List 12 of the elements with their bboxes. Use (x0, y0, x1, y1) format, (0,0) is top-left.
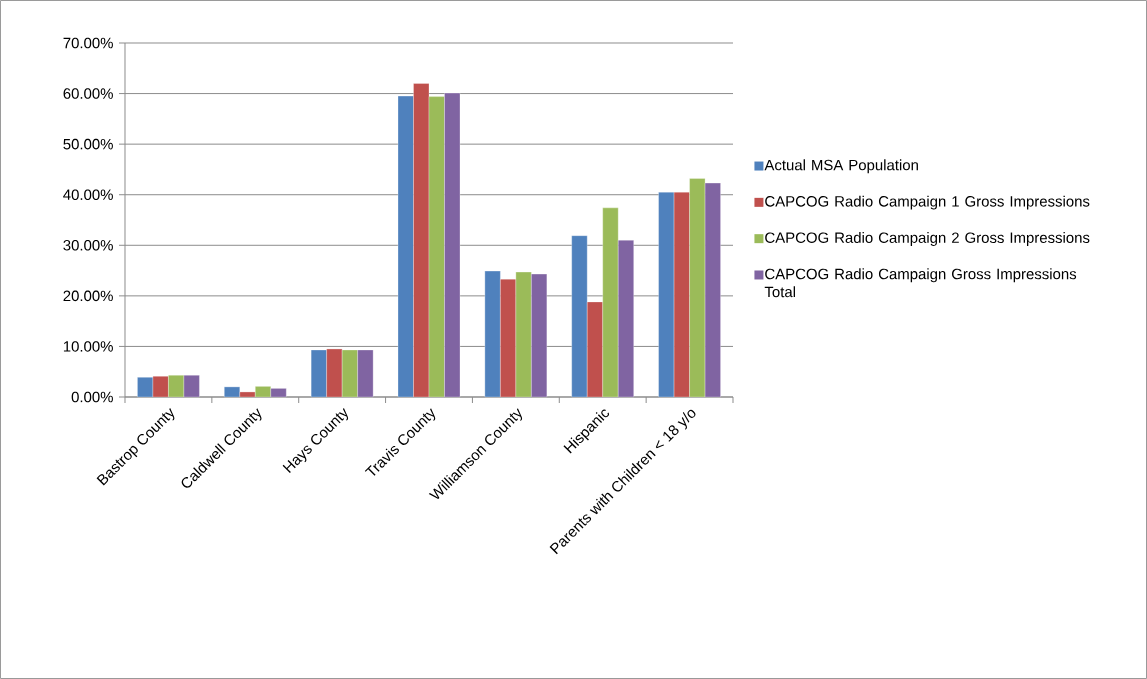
legend-label: Actual MSA Population (764, 159, 918, 174)
legend-label: CAPCOG Radio Campaign 1 Gross Impressions (765, 195, 1090, 210)
y-tick-label: 70.00% (63, 37, 113, 49)
y-tick-label: 50.00% (63, 138, 113, 150)
y-tick-label: 60.00% (63, 88, 113, 99)
y-tick-label: 0.00% (71, 391, 113, 403)
y-tick-label: 20.00% (63, 290, 113, 302)
legend-label: CAPCOG Radio Campaign Gross Impressions Total (764, 268, 1077, 298)
y-tick-label: 40.00% (63, 189, 113, 200)
y-tick-label: 30.00% (63, 240, 113, 251)
legend-label: CAPCOG Radio Campaign 2 Gross Impressions (765, 232, 1090, 246)
y-tick-label: 10.00% (63, 341, 113, 352)
